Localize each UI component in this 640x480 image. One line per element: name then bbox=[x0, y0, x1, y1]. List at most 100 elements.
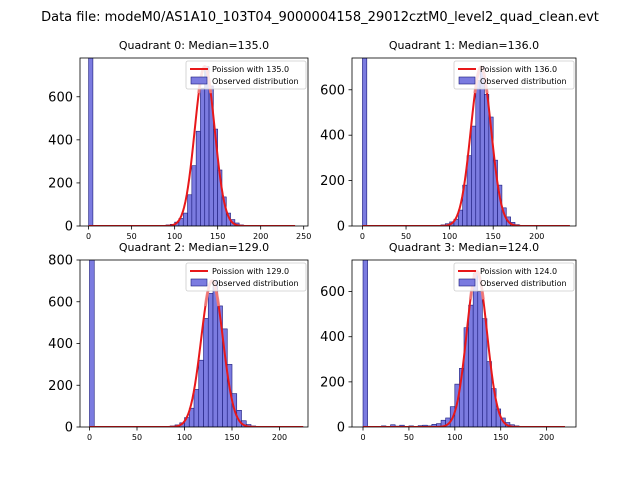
x-tick-label: 150 bbox=[493, 433, 508, 442]
legend-label-poisson: Poission with 135.0 bbox=[212, 65, 289, 74]
x-tick-label: 100 bbox=[167, 232, 182, 241]
histogram-bar bbox=[362, 58, 368, 226]
histogram-bar bbox=[207, 293, 214, 427]
histogram-bar bbox=[472, 273, 479, 427]
quadrant-3-axes-frame bbox=[351, 259, 577, 428]
histogram-bar bbox=[191, 165, 197, 226]
histogram-bar bbox=[475, 80, 481, 226]
quadrant-1-axes-frame bbox=[351, 57, 577, 227]
x-tick-label: 0 bbox=[360, 232, 365, 241]
quadrant-1-legend: Poission with 136.0 Observed distribution bbox=[453, 60, 575, 90]
y-tick-label: 0 bbox=[337, 220, 345, 235]
quadrant-0-title: Quadrant 0: Median=135.0 bbox=[119, 39, 269, 52]
y-tick-label: 600 bbox=[320, 83, 345, 98]
quadrant-3-legend: Poission with 124.0 Observed distribution bbox=[453, 262, 575, 292]
legend-label-poisson: Poission with 129.0 bbox=[212, 267, 289, 276]
legend-label-observed: Observed distribution bbox=[480, 279, 567, 288]
histogram-bar bbox=[484, 94, 490, 226]
histogram-bar bbox=[198, 359, 204, 427]
x-tick-label: 50 bbox=[127, 232, 137, 241]
histogram-bar bbox=[482, 318, 488, 427]
y-tick-label: 600 bbox=[320, 285, 345, 300]
figure-suptitle: Data file: modeM0/AS1A10_103T04_90000041… bbox=[41, 10, 599, 25]
histogram-bar bbox=[187, 194, 193, 226]
legend-box bbox=[185, 60, 307, 90]
x-tick-label: 50 bbox=[404, 433, 414, 442]
poisson-curve bbox=[89, 279, 304, 427]
y-tick-label: 400 bbox=[320, 129, 345, 144]
histogram-bar bbox=[204, 66, 210, 226]
y-tick-label: 600 bbox=[48, 90, 73, 105]
x-tick-label: 200 bbox=[529, 232, 544, 241]
poisson-curve bbox=[88, 65, 296, 226]
histogram-bar bbox=[471, 125, 477, 226]
quadrant-1-title: Quadrant 1: Median=136.0 bbox=[389, 39, 539, 52]
legend-bar-swatch bbox=[458, 278, 476, 287]
quadrant-3-title: Quadrant 3: Median=124.0 bbox=[389, 241, 539, 254]
histogram-bar bbox=[479, 66, 485, 226]
quadrant-0-panel: 0 50 100 150 200 250 0 200 400 600 Quadrant 0: Med… bbox=[48, 39, 311, 241]
x-tick-label: 0 bbox=[86, 232, 91, 241]
legend-label-observed: Observed distribution bbox=[480, 77, 567, 86]
y-tick-label: 400 bbox=[48, 337, 73, 352]
legend-bar-swatch bbox=[190, 76, 208, 85]
quadrant-2-title: Quadrant 2: Median=129.0 bbox=[119, 241, 269, 254]
histogram-bar bbox=[477, 291, 483, 427]
y-tick-label: 200 bbox=[320, 174, 345, 189]
legend-bar-swatch bbox=[190, 278, 208, 287]
legend-label-observed: Observed distribution bbox=[212, 77, 299, 86]
y-tick-label: 0 bbox=[337, 421, 345, 436]
x-tick-label: 50 bbox=[132, 433, 142, 442]
histogram-bar bbox=[182, 212, 188, 226]
quadrant-1-panel: 0 50 100 150 200 0 200 400 600 Quadrant 1: Median… bbox=[320, 39, 577, 241]
histogram-bar bbox=[468, 304, 474, 427]
x-tick-label: 200 bbox=[539, 433, 554, 442]
legend-box bbox=[453, 262, 575, 292]
y-tick-label: 600 bbox=[48, 295, 73, 310]
y-tick-label: 200 bbox=[48, 379, 73, 394]
legend-label-poisson: Poission with 136.0 bbox=[480, 65, 557, 74]
x-tick-label: 250 bbox=[296, 232, 311, 241]
quadrant-1-plot-area bbox=[362, 58, 570, 226]
poisson-curve bbox=[362, 66, 570, 226]
x-tick-label: 50 bbox=[401, 232, 411, 241]
quadrant-0-legend: Poission with 135.0 Observed distribution bbox=[185, 60, 307, 90]
x-tick-label: 100 bbox=[447, 433, 462, 442]
y-tick-label: 400 bbox=[48, 133, 73, 148]
histogram-bar bbox=[362, 260, 368, 427]
legend-box bbox=[453, 60, 575, 90]
x-tick-label: 150 bbox=[224, 433, 239, 442]
y-tick-label: 400 bbox=[320, 330, 345, 345]
histogram-bar bbox=[195, 130, 201, 226]
x-tick-label: 100 bbox=[177, 433, 192, 442]
x-tick-label: 100 bbox=[442, 232, 457, 241]
histogram-bar bbox=[203, 318, 209, 427]
histogram-bar bbox=[89, 260, 95, 427]
legend-label-observed: Observed distribution bbox=[212, 279, 299, 288]
quadrant-0-axes-frame bbox=[79, 57, 309, 227]
x-tick-label: 0 bbox=[360, 433, 365, 442]
x-tick-label: 0 bbox=[87, 433, 92, 442]
y-tick-label: 200 bbox=[320, 375, 345, 390]
x-tick-label: 200 bbox=[253, 232, 268, 241]
x-tick-label: 150 bbox=[486, 232, 501, 241]
legend-label-poisson: Poission with 124.0 bbox=[480, 267, 557, 276]
y-tick-label: 800 bbox=[48, 254, 73, 269]
histogram-bar bbox=[193, 389, 200, 427]
quadrant-2-legend: Poission with 129.0 Observed distribution bbox=[185, 262, 307, 292]
y-tick-label: 0 bbox=[65, 421, 73, 436]
quadrant-2-plot-area bbox=[89, 260, 304, 427]
legend-bar-swatch bbox=[458, 76, 476, 85]
y-tick-label: 0 bbox=[65, 220, 73, 235]
quadrant-2-panel: 0 50 100 150 200 0 200 400 600 800 Quadrant 2: Med… bbox=[48, 241, 309, 442]
quadrant-3-panel: 0 50 100 150 200 0 200 400 600 Quadrant 3: Median… bbox=[320, 241, 577, 442]
y-tick-label: 200 bbox=[48, 176, 73, 191]
histogram-bar bbox=[88, 58, 94, 226]
panels-group: 0 50 100 150 200 250 0 200 400 600 Quadrant 0: Med… bbox=[48, 39, 577, 442]
poisson-curve bbox=[363, 270, 565, 427]
x-tick-label: 200 bbox=[272, 433, 287, 442]
histogram-bar bbox=[200, 87, 206, 226]
legend-box bbox=[185, 262, 307, 292]
x-tick-label: 150 bbox=[210, 232, 225, 241]
